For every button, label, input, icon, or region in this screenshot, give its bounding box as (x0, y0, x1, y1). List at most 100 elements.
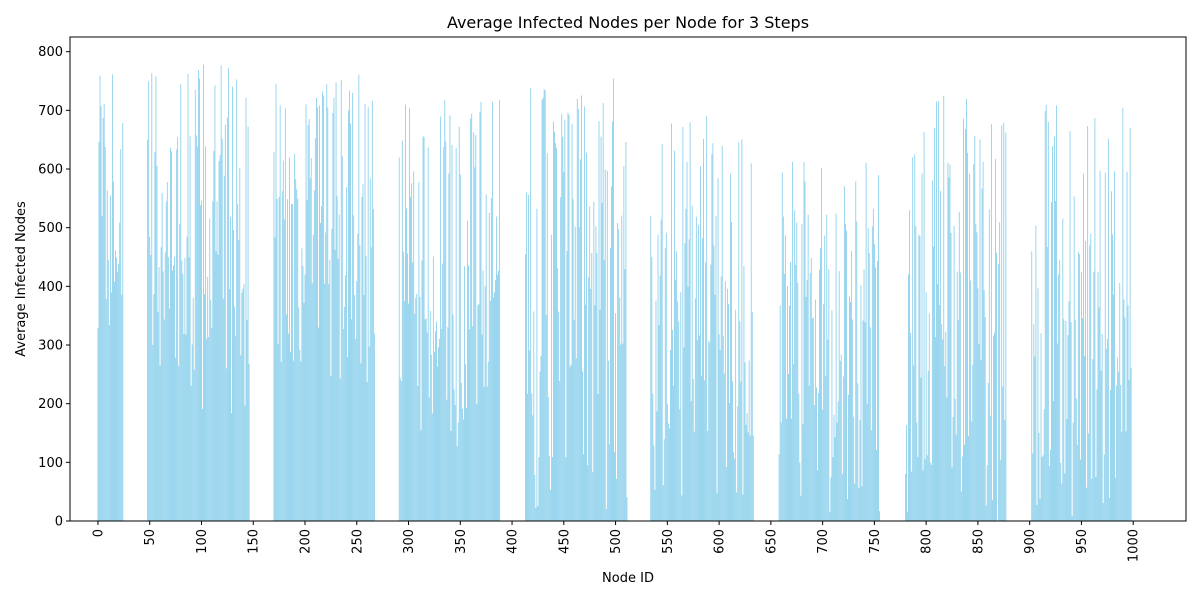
bar-node-932 (1062, 219, 1063, 521)
bar-node-601 (720, 350, 721, 521)
x-tick-label: 600 (713, 529, 728, 554)
bar-node-6 (104, 104, 105, 521)
bar-node-65 (165, 252, 166, 521)
bar-node-812 (938, 101, 939, 521)
bar-node-746 (870, 327, 871, 521)
bar-node-581 (699, 336, 700, 521)
bar-node-608 (727, 289, 728, 521)
bar-node-693 (815, 300, 816, 521)
bar-node-535 (651, 257, 652, 521)
bar-node-380 (491, 198, 492, 521)
bar-node-296 (404, 301, 405, 521)
bar-node-179 (283, 161, 284, 521)
bar-node-234 (340, 378, 341, 521)
bar-node-825 (952, 467, 953, 521)
x-tick-label: 550 (661, 529, 676, 554)
bar-node-874 (1002, 387, 1003, 521)
bar-node-79 (179, 224, 180, 521)
bar-node-631 (751, 163, 752, 521)
bar-node-458 (572, 124, 573, 521)
bar-node-673 (794, 210, 795, 521)
bar-node-362 (472, 326, 473, 521)
x-tick-label: 200 (299, 529, 314, 554)
bar-node-557 (674, 151, 675, 521)
bar-node-338 (447, 327, 448, 521)
bar-node-688 (810, 273, 811, 521)
bar-node-836 (963, 119, 964, 521)
bar-node-958 (1089, 246, 1090, 522)
bar-node-457 (571, 365, 572, 521)
bar-node-559 (676, 251, 677, 521)
bar-node-62 (162, 193, 163, 521)
bar-node-560 (677, 301, 678, 521)
bar-node-583 (701, 376, 702, 521)
bar-node-864 (992, 500, 993, 521)
bar-node-947 (1078, 252, 1079, 521)
bar-node-877 (1005, 133, 1006, 521)
bar-node-744 (868, 228, 869, 521)
bar-node-364 (474, 167, 475, 521)
bar-node-951 (1082, 318, 1083, 521)
bar-node-248 (354, 295, 355, 521)
bar-node-181 (285, 108, 286, 521)
bar-node-910 (1040, 499, 1041, 521)
bar-node-665 (786, 419, 787, 521)
bar-node-314 (423, 136, 424, 521)
bar-node-340 (450, 115, 451, 521)
bar-node-295 (403, 251, 404, 521)
bars-group (98, 65, 1132, 521)
bar-node-753 (877, 261, 878, 521)
bar-node-299 (407, 253, 408, 521)
bar-node-739 (863, 321, 864, 522)
bar-node-915 (1045, 111, 1046, 521)
bar-node-735 (858, 488, 859, 521)
bar-node-859 (987, 465, 988, 521)
bar-node-548 (665, 248, 666, 521)
bar-node-855 (983, 162, 984, 521)
bar-node-538 (655, 490, 656, 521)
bar-node-491 (606, 509, 607, 521)
bar-node-239 (345, 275, 346, 521)
bar-node-72 (172, 270, 173, 521)
bar-node-83 (183, 334, 184, 521)
bar-node-584 (702, 238, 703, 521)
bar-node-189 (293, 361, 294, 521)
x-tick-label: 100 (195, 529, 210, 554)
bar-node-956 (1087, 126, 1088, 521)
bar-node-511 (627, 497, 628, 521)
bar-node-105 (206, 339, 207, 521)
bar-node-966 (1098, 272, 1099, 521)
bar-node-503 (618, 229, 619, 521)
bar-node-912 (1042, 457, 1043, 521)
bar-node-188 (292, 204, 293, 521)
bar-node-827 (954, 226, 955, 521)
bar-node-680 (802, 224, 803, 521)
bar-node-942 (1073, 422, 1074, 521)
bar-node-908 (1038, 288, 1039, 521)
bar-node-743 (867, 404, 868, 521)
bar-node-20 (118, 264, 119, 521)
x-tick-label: 850 (971, 529, 986, 554)
bar-node-933 (1063, 319, 1064, 521)
bar-node-344 (454, 389, 455, 521)
bar-node-417 (529, 350, 530, 521)
bar-node-921 (1051, 202, 1052, 521)
bar-node-176 (280, 105, 281, 521)
bar-node-353 (463, 419, 464, 521)
bar-node-805 (931, 465, 932, 521)
bar-node-297 (405, 105, 406, 521)
bar-node-482 (597, 253, 598, 521)
bar-node-116 (218, 255, 219, 521)
bar-node-817 (943, 96, 944, 521)
bar-node-904 (1033, 324, 1034, 521)
bar-node-483 (598, 394, 599, 521)
bar-node-821 (947, 163, 948, 521)
bar-node-18 (116, 258, 117, 521)
bar-node-568 (686, 209, 687, 521)
bar-node-993 (1126, 431, 1127, 521)
bar-node-211 (316, 98, 317, 521)
bar-node-143 (246, 98, 247, 521)
bar-node-842 (969, 174, 970, 521)
bar-node-811 (937, 284, 938, 521)
bar-node-996 (1129, 380, 1130, 521)
